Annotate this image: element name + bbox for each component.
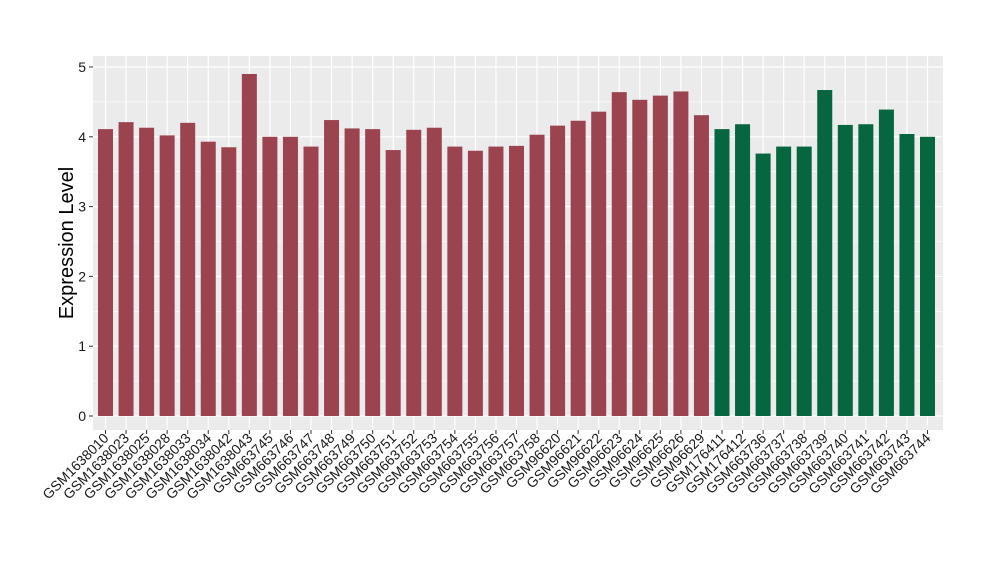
bar-GSM663747 [303, 146, 319, 416]
bar-GSM663752 [406, 129, 422, 416]
y-tick-label: 0 [78, 408, 86, 424]
bar-GSM663743 [899, 134, 915, 416]
bar-GSM176412 [735, 124, 751, 417]
y-tick-label: 4 [78, 129, 86, 145]
bar-GSM96624 [632, 99, 648, 416]
bar-GSM1638043 [241, 73, 257, 416]
x-axis: GSM1638010GSM1638023GSM1638025GSM1638028… [39, 430, 934, 503]
bar-GSM663749 [344, 128, 360, 416]
bar-GSM1638028 [159, 135, 175, 417]
bar-GSM663741 [858, 124, 874, 417]
bar-GSM663746 [282, 136, 298, 417]
bar-GSM663737 [776, 146, 792, 416]
y-tick-label: 3 [78, 199, 86, 215]
bar-GSM663751 [385, 150, 401, 416]
bar-GSM663755 [467, 150, 483, 416]
bar-GSM663736 [755, 153, 771, 416]
bar-GSM96629 [693, 115, 709, 417]
bar-GSM96625 [652, 95, 668, 417]
bar-GSM663758 [529, 134, 545, 416]
y-tick-label: 5 [78, 59, 86, 75]
bar-GSM96622 [591, 111, 607, 416]
bar-GSM663748 [324, 120, 340, 416]
bar-GSM663754 [447, 146, 463, 416]
bar-GSM96623 [611, 92, 627, 417]
bar-GSM1638010 [98, 129, 113, 416]
bar-GSM663739 [817, 90, 833, 416]
bar-GSM1638025 [139, 127, 155, 416]
bar-GSM1638034 [200, 141, 216, 416]
y-axis: 0 1 2 3 4 5 [78, 59, 93, 424]
bar-GSM96626 [673, 91, 689, 417]
bar-GSM176411 [714, 129, 730, 416]
bar-GSM1638023 [118, 122, 134, 416]
bar-GSM1638033 [180, 122, 196, 416]
bar-GSM663745 [262, 136, 278, 417]
y-tick-label: 1 [78, 338, 86, 354]
bar-GSM663756 [488, 146, 504, 416]
bar-GSM663750 [365, 129, 381, 416]
bar-GSM663753 [426, 127, 442, 416]
bar-GSM663738 [796, 146, 812, 416]
bar-GSM663740 [837, 124, 853, 417]
bar-GSM96620 [550, 125, 566, 416]
y-tick-label: 2 [78, 268, 86, 284]
bar-GSM1638042 [221, 147, 237, 416]
bar-series [98, 73, 935, 417]
bar-GSM96621 [570, 120, 586, 416]
bar-GSM663744 [920, 136, 935, 417]
bar-GSM663757 [509, 145, 524, 416]
bar-GSM663742 [878, 109, 894, 416]
y-axis-title: Expression Level [56, 167, 78, 319]
